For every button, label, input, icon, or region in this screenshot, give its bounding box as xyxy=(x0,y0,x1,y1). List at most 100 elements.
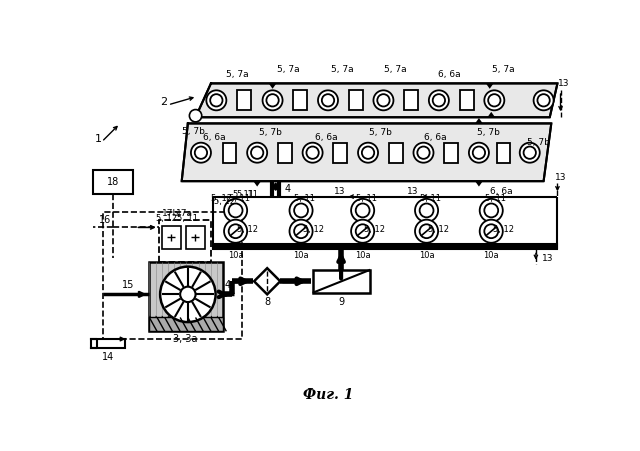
Text: 5, 12: 5, 12 xyxy=(211,194,232,203)
Circle shape xyxy=(160,267,216,322)
Text: 10a: 10a xyxy=(419,251,435,260)
Bar xyxy=(237,90,251,110)
Circle shape xyxy=(378,94,390,106)
Text: 5, 12: 5, 12 xyxy=(237,225,259,234)
Polygon shape xyxy=(269,83,276,89)
Bar xyxy=(460,90,474,110)
Bar xyxy=(223,143,236,163)
Text: 6, 6a: 6, 6a xyxy=(203,133,225,142)
Circle shape xyxy=(488,94,500,106)
Circle shape xyxy=(318,90,338,110)
Circle shape xyxy=(484,90,504,110)
Circle shape xyxy=(429,90,449,110)
Circle shape xyxy=(356,224,369,238)
Circle shape xyxy=(322,94,334,106)
Circle shape xyxy=(351,199,374,222)
Circle shape xyxy=(524,147,536,159)
Circle shape xyxy=(247,143,267,163)
Circle shape xyxy=(538,94,550,106)
Polygon shape xyxy=(488,112,495,117)
Text: 5, 7b: 5, 7b xyxy=(259,128,282,137)
Circle shape xyxy=(420,224,433,238)
Polygon shape xyxy=(182,124,551,181)
Text: 13: 13 xyxy=(334,187,346,196)
Circle shape xyxy=(351,220,374,243)
Circle shape xyxy=(206,90,227,110)
Bar xyxy=(159,220,211,262)
Circle shape xyxy=(191,143,211,163)
Text: 5, 7a: 5, 7a xyxy=(276,65,300,74)
Bar xyxy=(212,244,557,249)
Text: 5, 12: 5, 12 xyxy=(303,225,324,234)
Text: 13: 13 xyxy=(407,187,419,196)
Circle shape xyxy=(180,287,196,302)
Circle shape xyxy=(358,143,378,163)
Polygon shape xyxy=(475,181,483,187)
Circle shape xyxy=(433,94,445,106)
Bar xyxy=(149,318,223,331)
Circle shape xyxy=(228,203,243,217)
Text: 5, 11: 5, 11 xyxy=(294,193,316,202)
Circle shape xyxy=(362,147,374,159)
Circle shape xyxy=(417,147,429,159)
Circle shape xyxy=(224,199,247,222)
Text: 1: 1 xyxy=(95,134,102,144)
Circle shape xyxy=(480,220,503,243)
Text: 10a: 10a xyxy=(293,251,309,260)
Bar xyxy=(278,143,292,163)
Polygon shape xyxy=(253,181,261,187)
Text: 5, 11: 5, 11 xyxy=(420,193,441,202)
Circle shape xyxy=(534,90,554,110)
Bar xyxy=(444,143,458,163)
Polygon shape xyxy=(254,268,280,295)
Text: 2: 2 xyxy=(161,97,168,107)
Circle shape xyxy=(303,143,323,163)
Bar xyxy=(149,262,223,331)
Circle shape xyxy=(469,143,489,163)
Text: 6, 6a: 6, 6a xyxy=(490,187,513,196)
Text: 5, 7b: 5, 7b xyxy=(369,128,392,137)
Text: 10a: 10a xyxy=(483,251,499,260)
Text: 13: 13 xyxy=(558,79,570,88)
Text: 5, 11: 5, 11 xyxy=(237,190,258,199)
Circle shape xyxy=(307,147,319,159)
Circle shape xyxy=(373,90,394,110)
Text: 5, 12: 5, 12 xyxy=(493,225,514,234)
Text: 5, 7b: 5, 7b xyxy=(182,127,205,136)
Circle shape xyxy=(224,220,247,243)
Circle shape xyxy=(484,224,498,238)
Text: 5, 12: 5, 12 xyxy=(428,225,449,234)
Text: 5, 11: 5, 11 xyxy=(233,190,254,199)
Circle shape xyxy=(210,94,223,106)
Circle shape xyxy=(228,224,243,238)
Text: 14: 14 xyxy=(102,353,114,363)
Circle shape xyxy=(195,147,207,159)
Circle shape xyxy=(294,203,308,217)
Bar xyxy=(91,339,125,348)
Text: 4: 4 xyxy=(224,280,230,290)
Circle shape xyxy=(413,143,433,163)
Text: 8: 8 xyxy=(264,297,270,307)
Bar xyxy=(497,143,511,163)
Circle shape xyxy=(480,199,503,222)
Circle shape xyxy=(415,199,438,222)
Bar xyxy=(93,170,133,194)
Text: 6, 6a: 6, 6a xyxy=(424,133,447,142)
Text: 5, 7a: 5, 7a xyxy=(330,65,353,74)
Circle shape xyxy=(189,110,202,122)
Text: 17a: 17a xyxy=(176,209,193,218)
Text: 5, 12: 5, 12 xyxy=(364,225,385,234)
Text: 4: 4 xyxy=(284,184,291,194)
Text: 5, 7b: 5, 7b xyxy=(527,138,550,147)
Text: 15: 15 xyxy=(122,280,134,290)
Text: Фиг. 1: Фиг. 1 xyxy=(303,388,353,402)
Circle shape xyxy=(356,203,369,217)
Circle shape xyxy=(520,143,540,163)
Text: 5, 11: 5, 11 xyxy=(356,193,377,202)
Bar xyxy=(162,226,181,249)
Text: 6, 6a: 6, 6a xyxy=(315,133,338,142)
Bar xyxy=(349,90,363,110)
Text: 5, 11: 5, 11 xyxy=(177,214,198,223)
Text: 6, 6a: 6, 6a xyxy=(438,69,461,78)
Bar xyxy=(404,90,418,110)
